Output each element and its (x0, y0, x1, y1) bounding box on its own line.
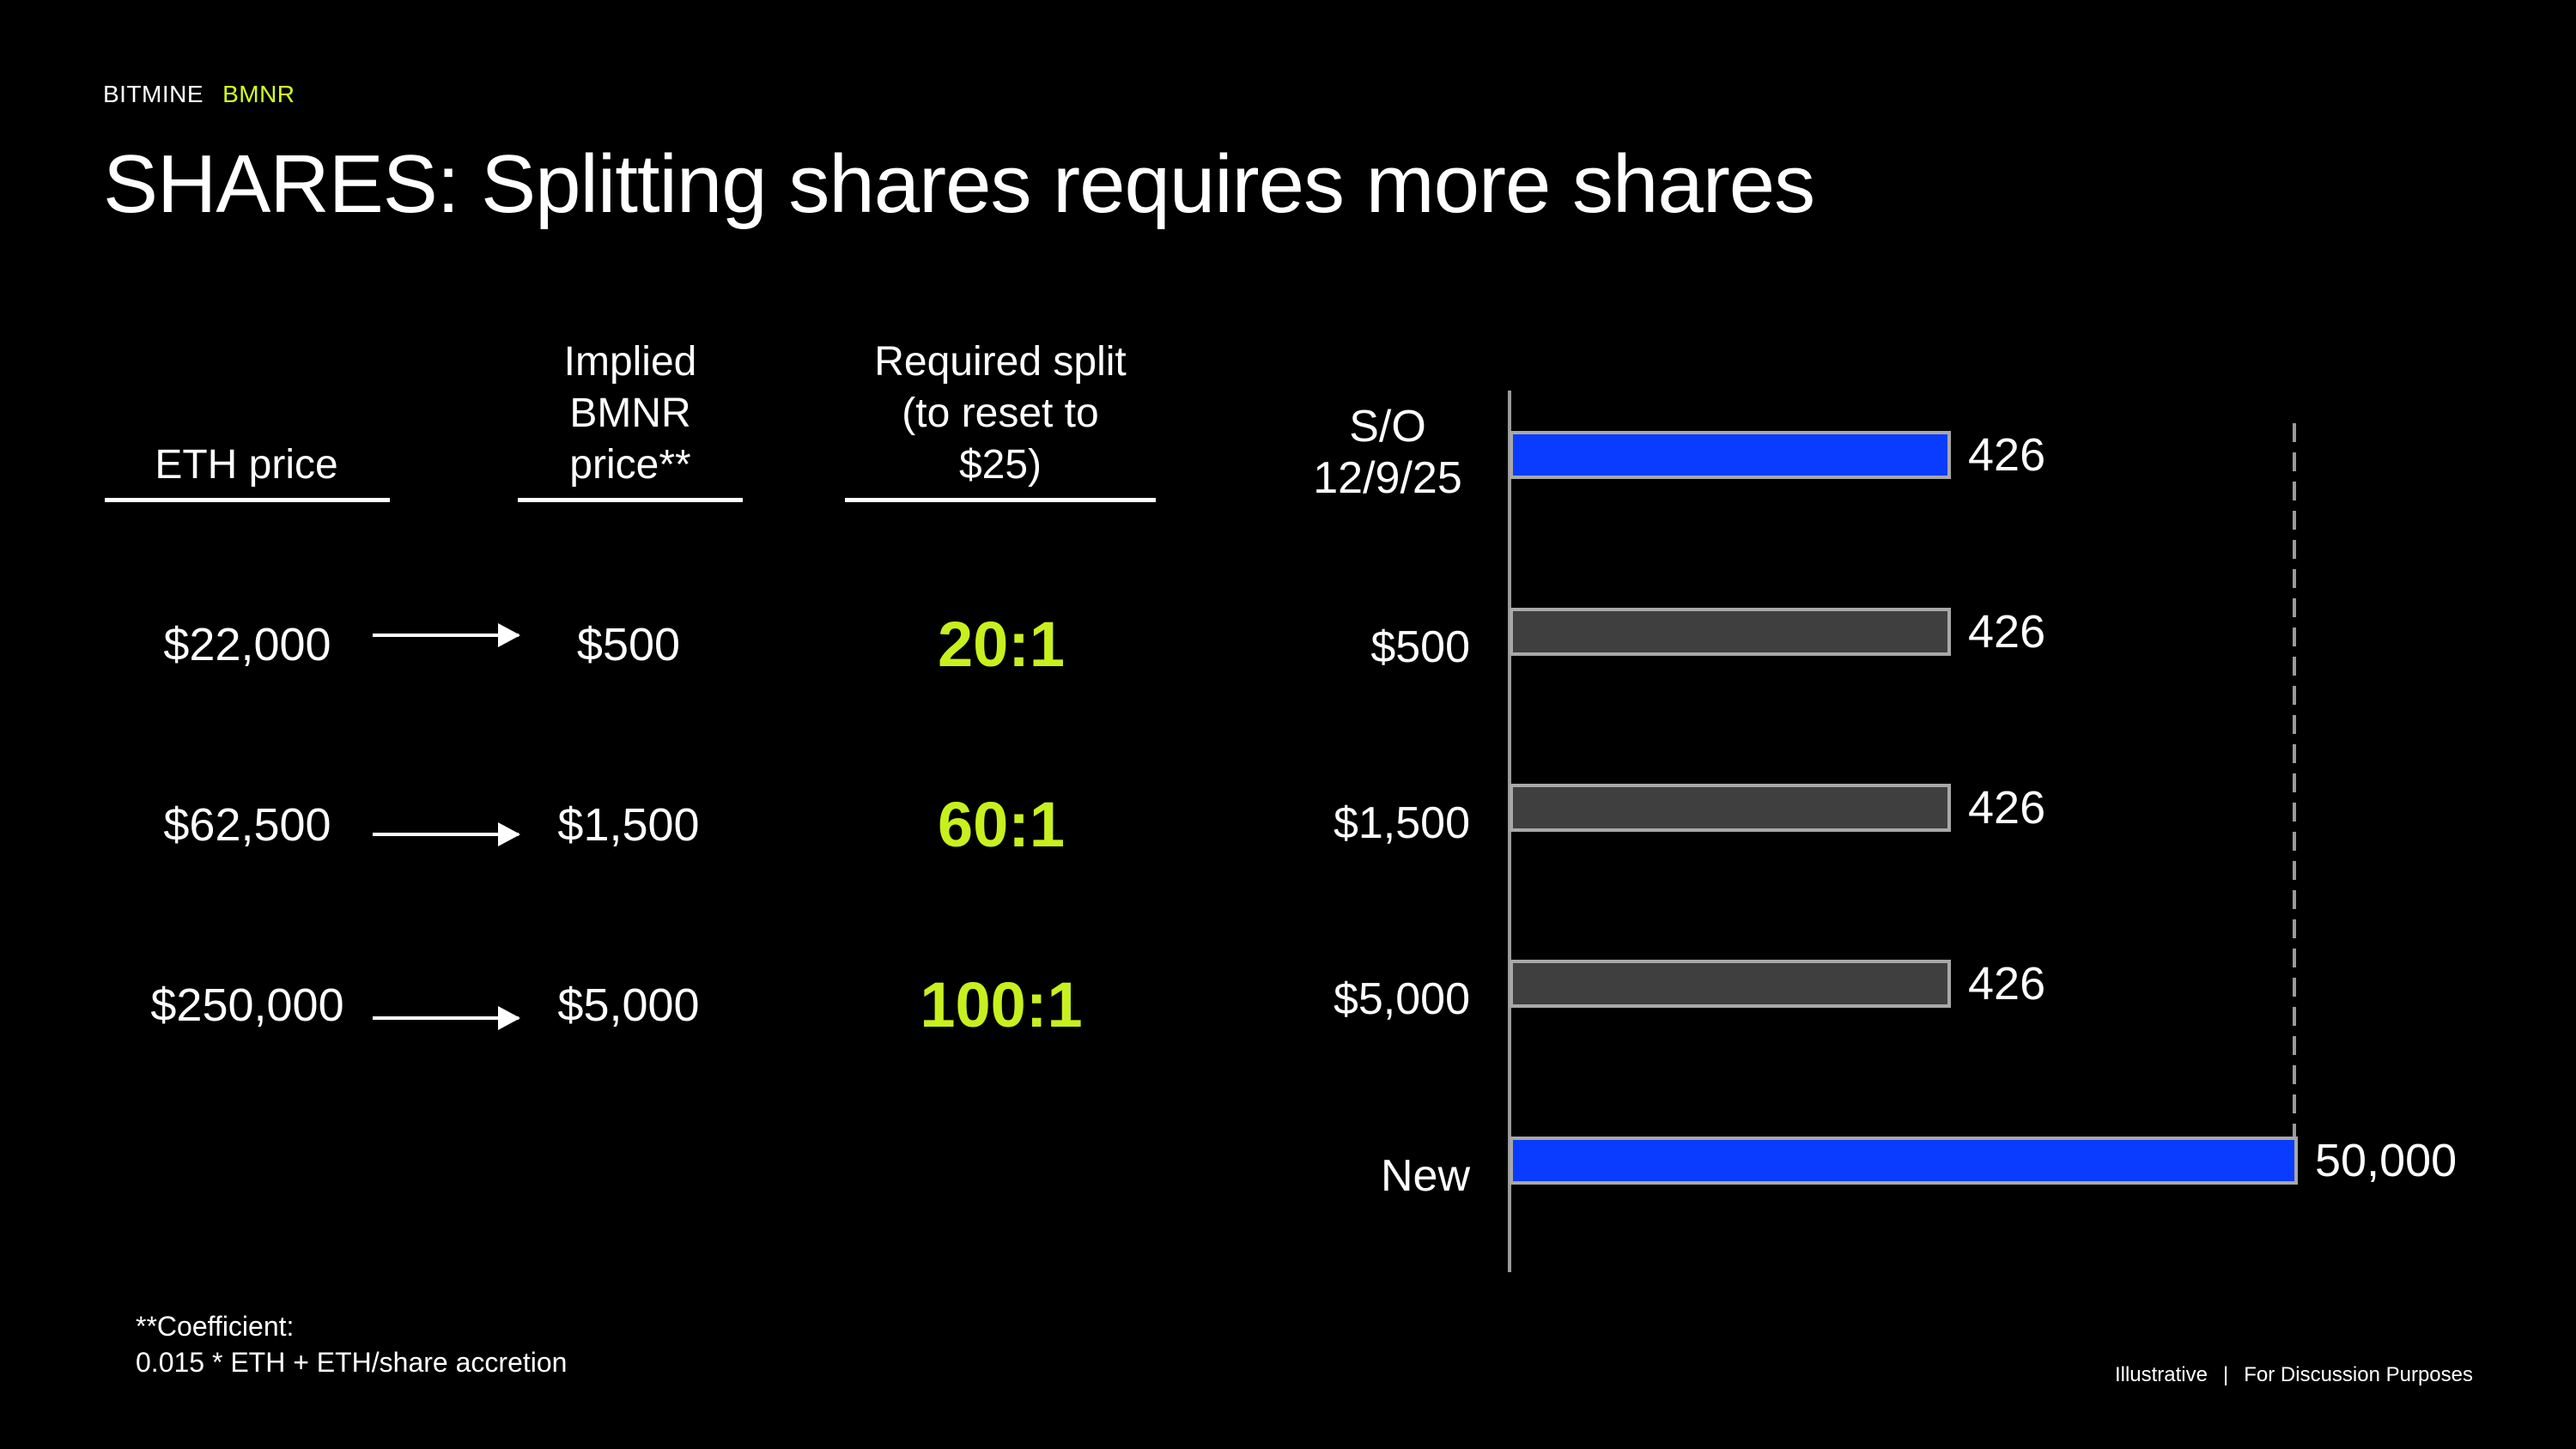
brand-header: BITMINE BMNR (103, 81, 295, 108)
header-eth-price: ETH price (155, 442, 338, 488)
header-underline-eth (105, 498, 390, 502)
row-3-implied-price: $5,000 (557, 979, 700, 1031)
chart-category-label-3: $1,500 (1334, 798, 1470, 848)
footnote: **Coefficient: 0.015 * ETH + ETH/share a… (136, 1308, 567, 1380)
chart-data-label-4: 426 (1968, 958, 2045, 1009)
chart-bar-1 (1510, 431, 1951, 479)
row-3-arrow-icon (373, 1006, 520, 1030)
chart-category-label-4: $5,000 (1334, 974, 1470, 1024)
header-required-split: Required split (to reset to $25) (874, 339, 1127, 488)
slide-title: SHARES: Splitting shares requires more s… (103, 138, 1815, 230)
chart-data-label-1: 426 (1968, 429, 2045, 481)
chart-category-label-5: New (1381, 1151, 1470, 1201)
row-2-eth-price: $62,500 (163, 799, 331, 851)
chart-category-label-2: $500 (1370, 622, 1470, 672)
header-implied-price: Implied BMNR price** (563, 339, 697, 488)
brand-name: BITMINE (103, 81, 204, 107)
header-underline-split (845, 498, 1156, 502)
row-2-implied-price: $1,500 (557, 799, 700, 851)
row-1-split: 20:1 (937, 609, 1066, 680)
disclaimer-illustrative: Illustrative (2114, 1363, 2208, 1386)
disclaimer: Illustrative | For Discussion Purposes (2115, 1363, 2473, 1387)
row-3-eth-price: $250,000 (150, 979, 344, 1031)
footnote-line-2: 0.015 * ETH + ETH/share accretion (136, 1347, 568, 1378)
disclaimer-separator: | (2223, 1363, 2229, 1386)
row-2-split: 60:1 (937, 789, 1066, 860)
chart-bar-4 (1510, 960, 1951, 1008)
chart-bar-2 (1510, 608, 1951, 656)
row-1-implied-price: $500 (576, 619, 681, 670)
chart-bar-3 (1510, 784, 1951, 832)
header-underline-implied (518, 498, 743, 502)
row-2-arrow-icon (373, 822, 520, 846)
chart-data-label-2: 426 (1968, 606, 2045, 658)
chart-data-label-3: 426 (1968, 782, 2045, 834)
chart-data-label-5: 50,000 (2315, 1135, 2457, 1186)
disclaimer-discussion: For Discussion Purposes (2244, 1363, 2473, 1386)
row-3-split: 100:1 (920, 969, 1083, 1040)
row-1-eth-price: $22,000 (163, 619, 331, 670)
chart-category-label-1: S/O 12/9/25 (1313, 402, 1462, 503)
chart-bar-5 (1510, 1137, 2298, 1185)
footnote-line-1: **Coefficient: (136, 1311, 295, 1342)
row-1-arrow-icon (373, 623, 520, 647)
brand-ticker: BMNR (222, 81, 295, 107)
